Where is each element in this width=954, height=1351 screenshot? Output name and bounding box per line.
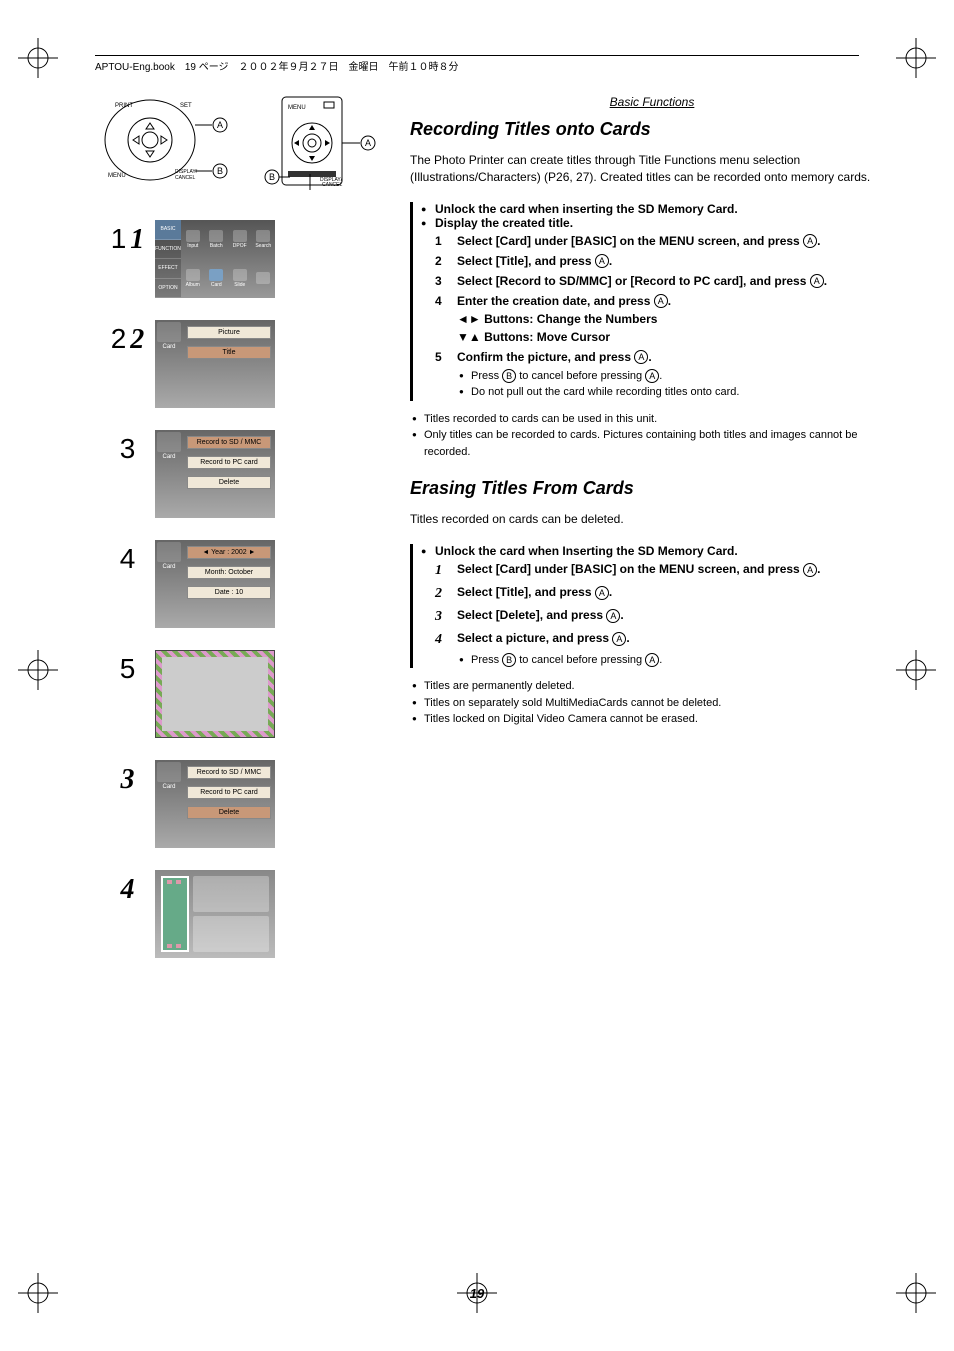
list-option: ◄ Year : 2002 ►	[187, 546, 271, 559]
thumb-screenshot	[155, 870, 275, 958]
menu-tab: EFFECT	[155, 259, 181, 279]
manual-page: APTOU-Eng.book 19 ページ ２００２年９月２７日 金曜日 午前１…	[0, 0, 954, 1351]
crop-mark-icon	[18, 650, 58, 690]
menu-label: MENU	[108, 173, 126, 179]
menu-tab: FUNCTION	[155, 240, 181, 260]
list-option: Picture	[187, 326, 271, 339]
list-option: Delete	[187, 806, 271, 819]
recording-steps: Unlock the card when inserting the SD Me…	[410, 202, 894, 401]
step-note: Press B to cancel before pressing A.	[471, 652, 894, 669]
section-header: Basic Functions	[410, 95, 894, 109]
svg-text:CANCEL: CANCEL	[175, 175, 196, 181]
list-option: Record to PC card	[187, 786, 271, 799]
recording-title: Recording Titles onto Cards	[410, 119, 894, 140]
svg-text:CANCEL: CANCEL	[322, 182, 343, 188]
dpad-control-diagram: PRINT SET MENU DISPLAY/ CANCEL A B	[100, 95, 230, 190]
menu-cell	[252, 259, 276, 298]
footnote: Titles locked on Digital Video Camera ca…	[424, 711, 894, 728]
step-item: 5Confirm the picture, and press A.	[435, 348, 894, 366]
figure-3: 3 Card Record to SD / MMCRecord to PC ca…	[100, 430, 380, 518]
figures-column: PRINT SET MENU DISPLAY/ CANCEL A B	[100, 95, 380, 1271]
list-option: Month: October	[187, 566, 271, 579]
figure-3b: 3 Card Record to SD / MMCRecord to PC ca…	[100, 760, 380, 848]
step-item: 1Select [Card] under [BASIC] on the MENU…	[435, 232, 894, 250]
menu-cell: DPOF	[228, 220, 252, 259]
step-item: 2Select [Title], and press A.	[435, 583, 894, 604]
menu-cell: Search	[252, 220, 276, 259]
crop-mark-icon	[18, 38, 58, 78]
crop-mark-icon	[896, 650, 936, 690]
footnote: Titles recorded to cards can be used in …	[424, 411, 894, 428]
figure-1: 11 BASICFUNCTIONEFFECTOPTION InputBatchD…	[100, 220, 380, 298]
text-column: Basic Functions Recording Titles onto Ca…	[380, 95, 894, 1271]
list-option: Record to PC card	[187, 456, 271, 469]
menu-tab: BASIC	[155, 220, 181, 240]
step-item: 3Select [Delete], and press A.	[435, 606, 894, 627]
recording-intro: The Photo Printer can create titles thro…	[410, 152, 894, 186]
list-option: Delete	[187, 476, 271, 489]
menu-cell: Batch	[205, 220, 229, 259]
erasing-title: Erasing Titles From Cards	[410, 478, 894, 499]
crop-mark-icon	[896, 38, 936, 78]
set-label: SET	[180, 103, 192, 109]
precondition: Unlock the card when Inserting the SD Me…	[435, 544, 894, 558]
step-item: 4Select a picture, and press A.	[435, 629, 894, 650]
precondition: Display the created title.	[435, 216, 894, 230]
figure-4b: 4	[100, 870, 380, 958]
book-header: APTOU-Eng.book 19 ページ ２００２年９月２７日 金曜日 午前１…	[95, 55, 859, 73]
page-number: 19	[0, 1286, 954, 1301]
list-screenshot: Card PictureTitle	[155, 320, 275, 408]
menu-screenshot: BASICFUNCTIONEFFECTOPTION InputBatchDPOF…	[155, 220, 275, 298]
footnote: Titles on separately sold MultiMediaCard…	[424, 695, 894, 712]
svg-text:A: A	[217, 120, 223, 130]
step-note: Press B to cancel before pressing A.	[471, 368, 894, 385]
erasing-steps: Unlock the card when Inserting the SD Me…	[410, 544, 894, 669]
svg-text:B: B	[217, 166, 223, 176]
menu-cell: Album	[181, 259, 205, 298]
menu-cell: Card	[205, 259, 229, 298]
menu-cell: Input	[181, 220, 205, 259]
list-screenshot: Card Record to SD / MMCRecord to PC card…	[155, 760, 275, 848]
svg-text:A: A	[365, 138, 371, 148]
step-item: 2Select [Title], and press A.	[435, 252, 894, 270]
menu-tab: OPTION	[155, 279, 181, 299]
step-item: 3Select [Record to SD/MMC] or [Record to…	[435, 272, 894, 290]
preview-screenshot	[155, 650, 275, 738]
remote-control-diagram: MENU DISPLAY/ CANCEL A B	[280, 95, 390, 190]
step-note: Do not pull out the card while recording…	[471, 384, 894, 401]
svg-text:MENU: MENU	[288, 105, 306, 111]
figure-5: 5	[100, 650, 380, 738]
list-option: Title	[187, 346, 271, 359]
footnote: Titles are permanently deleted.	[424, 678, 894, 695]
list-option: Record to SD / MMC	[187, 766, 271, 779]
print-label: PRINT	[115, 103, 133, 109]
precondition: Unlock the card when inserting the SD Me…	[435, 202, 894, 216]
list-option: Date : 10	[187, 586, 271, 599]
list-screenshot: Card ◄ Year : 2002 ►Month: OctoberDate :…	[155, 540, 275, 628]
figure-2: 22 Card PictureTitle	[100, 320, 380, 408]
erasing-intro: Titles recorded on cards can be deleted.	[410, 511, 894, 528]
step-item: 1Select [Card] under [BASIC] on the MENU…	[435, 560, 894, 581]
list-option: Record to SD / MMC	[187, 436, 271, 449]
step-item: 4Enter the creation date, and press A.◄►…	[435, 292, 894, 346]
figure-4: 4 Card ◄ Year : 2002 ►Month: OctoberDate…	[100, 540, 380, 628]
list-screenshot: Card Record to SD / MMCRecord to PC card…	[155, 430, 275, 518]
menu-cell: Slide	[228, 259, 252, 298]
svg-text:B: B	[269, 172, 275, 182]
footnote: Only titles can be recorded to cards. Pi…	[424, 427, 894, 460]
